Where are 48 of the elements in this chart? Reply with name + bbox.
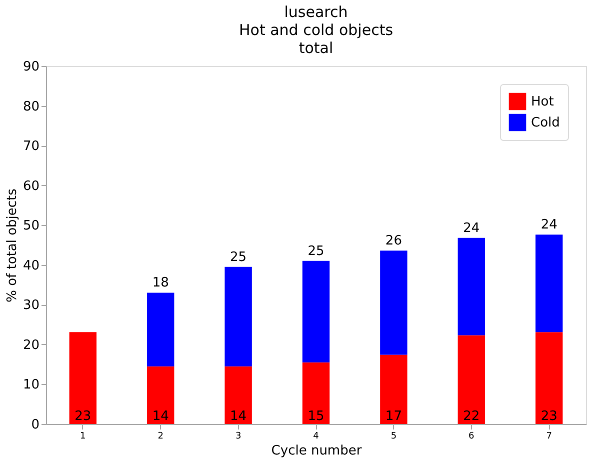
data-label: 23 xyxy=(74,409,92,424)
bar xyxy=(147,292,174,366)
bar xyxy=(380,354,408,424)
data-label: 14 xyxy=(152,409,169,424)
legend-label: Cold xyxy=(531,116,560,130)
y-tick-label: 80 xyxy=(22,99,40,114)
bar xyxy=(147,366,174,424)
x-tick-label: 7 xyxy=(546,432,552,442)
data-label: 17 xyxy=(385,409,402,424)
x-tick-label: 4 xyxy=(313,432,320,442)
bar xyxy=(224,266,252,366)
data-label: 18 xyxy=(152,276,169,291)
y-tick-label: 50 xyxy=(22,218,40,234)
bar xyxy=(458,335,485,424)
chart-title: lusearch Hot and cold objects total xyxy=(238,3,394,57)
y-tick-label: 40 xyxy=(22,258,40,274)
legend-label: Hot xyxy=(531,94,554,110)
y-tick-label: 0 xyxy=(31,418,40,432)
x-axis-title: Cycle number xyxy=(271,444,362,458)
data-label: 23 xyxy=(540,409,558,424)
bar xyxy=(69,332,97,424)
y-tick-label: 60 xyxy=(22,178,40,194)
bar xyxy=(458,238,485,336)
x-tick-label: 2 xyxy=(158,432,164,442)
x-tick-label: 5 xyxy=(390,432,397,442)
bar xyxy=(302,260,330,362)
x-tick-label: 6 xyxy=(468,432,475,442)
data-label: 24 xyxy=(540,218,558,233)
bar xyxy=(302,362,330,424)
data-label: 25 xyxy=(308,244,324,259)
y-tick-label: 90 xyxy=(22,60,40,74)
y-tick-label: 70 xyxy=(22,139,40,154)
data-label: 26 xyxy=(385,234,402,249)
bar xyxy=(535,332,563,424)
y-axis-title: % of total objects xyxy=(4,188,20,302)
data-label: 25 xyxy=(230,250,247,265)
bar xyxy=(535,234,563,332)
data-label: 22 xyxy=(463,409,480,424)
x-tick-label: 3 xyxy=(235,432,242,442)
y-tick-label: 10 xyxy=(22,378,40,393)
bar xyxy=(224,366,252,424)
data-label: 15 xyxy=(308,409,324,424)
x-tick-label: 1 xyxy=(80,432,86,442)
data-label: 14 xyxy=(230,409,247,424)
y-tick-label: 30 xyxy=(22,298,40,314)
y-tick-label: 20 xyxy=(22,338,40,353)
bar xyxy=(380,250,408,355)
data-label: 24 xyxy=(463,220,480,236)
